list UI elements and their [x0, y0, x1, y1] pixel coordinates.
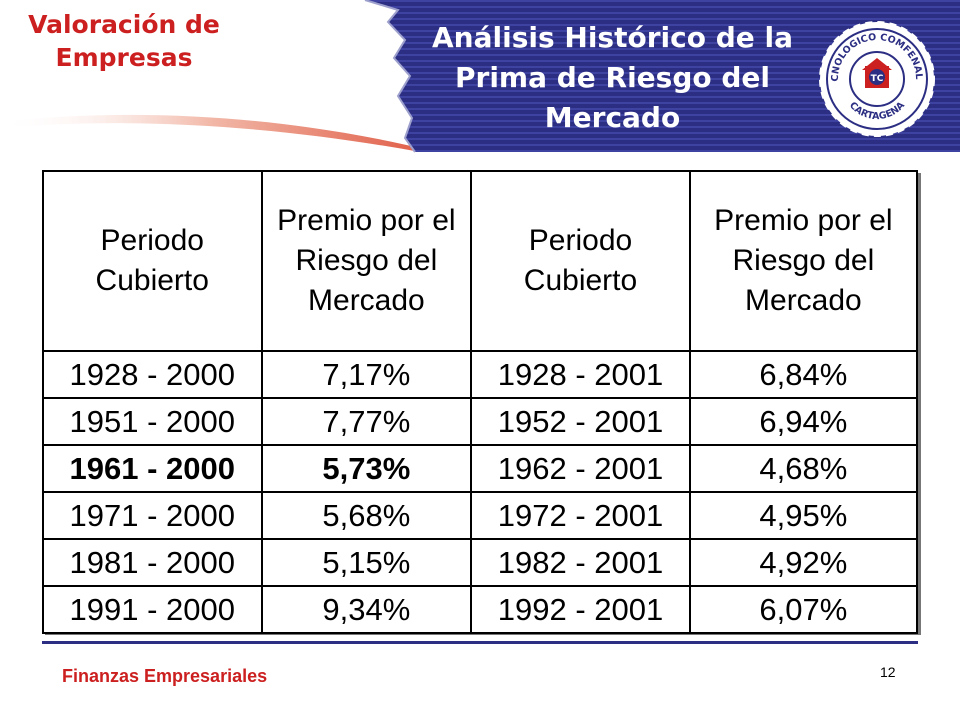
premium-cell: 5,73% [260, 444, 473, 493]
table-row: 1991 - 2000 9,34% 1992 - 2001 6,07% [42, 585, 919, 634]
footer-course-label: Finanzas Empresariales [62, 666, 268, 686]
header-periodo-cubierto-2000: Periodo Cubierto [42, 170, 263, 352]
header-periodo-cubierto-2001: Periodo Cubierto [470, 170, 691, 352]
header-premio-2001: Premio por el Riesgo del Mercado [688, 170, 919, 352]
page-number: 12 [880, 664, 896, 680]
premium-cell: 5,68% [260, 491, 473, 540]
period-cell: 1971 - 2000 [42, 491, 263, 540]
period-cell: 1991 - 2000 [42, 585, 263, 634]
premium-cell: 4,92% [688, 538, 919, 587]
period-cell: 1982 - 2001 [470, 538, 691, 587]
period-cell: 1928 - 2001 [470, 350, 691, 399]
slide-title: Análisis Histórico de la Prima de Riesgo… [432, 21, 793, 134]
logo-monogram: TC [871, 74, 884, 84]
premium-cell: 6,84% [688, 350, 919, 399]
period-cell: 1992 - 2001 [470, 585, 691, 634]
header-banner [0, 0, 960, 153]
footer-divider [42, 641, 918, 644]
table-header-row: Periodo Cubierto Premio por el Riesgo de… [42, 170, 919, 352]
table-row: 1928 - 2000 7,17% 1928 - 2001 6,84% [42, 350, 919, 399]
table-row: 1951 - 2000 7,77% 1952 - 2001 6,94% [42, 397, 919, 446]
period-cell: 1961 - 2000 [42, 444, 263, 493]
premium-cell: 6,94% [688, 397, 919, 446]
period-cell: 1951 - 2000 [42, 397, 263, 446]
table-row: 1971 - 2000 5,68% 1972 - 2001 4,95% [42, 491, 919, 540]
header-premio-2000: Premio por el Riesgo del Mercado [260, 170, 473, 352]
period-cell: 1962 - 2001 [470, 444, 691, 493]
premium-cell: 5,15% [260, 538, 473, 587]
premium-cell: 7,17% [260, 350, 473, 399]
premium-cell: 4,95% [688, 491, 919, 540]
period-cell: 1981 - 2000 [42, 538, 263, 587]
market-risk-premium-table: Periodo Cubierto Premio por el Riesgo de… [42, 170, 919, 634]
period-cell: 1972 - 2001 [470, 491, 691, 540]
premium-cell: 4,68% [688, 444, 919, 493]
premium-cell: 6,07% [688, 585, 919, 634]
table-row: 1981 - 2000 5,15% 1982 - 2001 4,92% [42, 538, 919, 587]
tecnologico-comfenalco-logo: TECNOLOGICO COMFENALCO CARTAGENA TC [818, 20, 935, 137]
section-title: Valoración de Empresas [28, 10, 220, 72]
period-cell: 1928 - 2000 [42, 350, 263, 399]
premium-cell: 7,77% [260, 397, 473, 446]
table-row-highlighted: 1961 - 2000 5,73% 1962 - 2001 4,68% [42, 444, 919, 493]
period-cell: 1952 - 2001 [470, 397, 691, 446]
premium-cell: 9,34% [260, 585, 473, 634]
